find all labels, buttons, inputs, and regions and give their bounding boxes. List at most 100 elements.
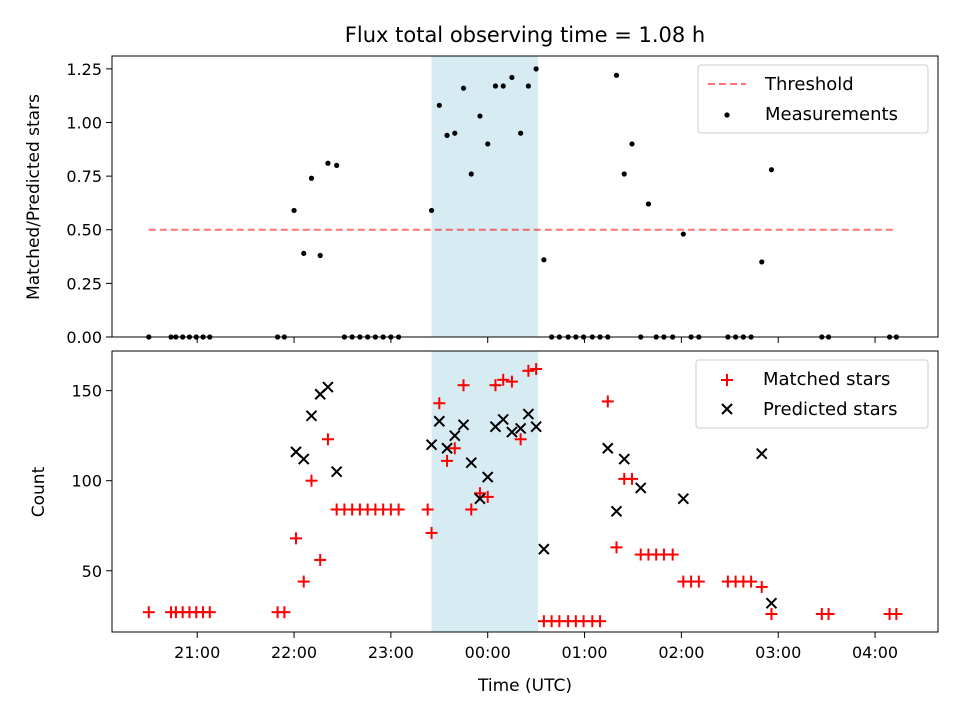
- chart-title: Flux total observing time = 1.08 h: [345, 23, 705, 47]
- predicted-point: [322, 381, 334, 393]
- matched-point: [692, 575, 705, 588]
- x-tick-label: 02:00: [658, 643, 704, 662]
- matched-point: [457, 379, 470, 392]
- predicted-point: [602, 442, 614, 454]
- count-axes-frame: [111, 350, 939, 633]
- matched-point: [822, 607, 835, 620]
- count-y-axis-label: Count: [29, 466, 49, 517]
- x-tick-label: 03:00: [755, 643, 801, 662]
- ratio-legend: Threshold Measurements: [697, 64, 929, 134]
- x-tick-label: 23:00: [368, 643, 414, 662]
- measurement-point: [759, 259, 765, 265]
- y-tick-label: 150: [71, 382, 102, 401]
- count-marks: [142, 363, 903, 628]
- measurement-point: [629, 141, 635, 147]
- matched-point: [489, 379, 502, 392]
- measurement-point: [613, 72, 620, 78]
- matched-point: [626, 472, 639, 485]
- matched-point: [321, 433, 334, 446]
- matched-point: [890, 607, 903, 620]
- predicted-point: [530, 420, 542, 433]
- ratio-axes-frame: [111, 55, 939, 338]
- y-tick-label: 0.50: [66, 221, 102, 240]
- matched-point: [448, 442, 461, 455]
- predicted-point: [756, 447, 768, 460]
- matched-point: [497, 373, 510, 386]
- measurement-point: [500, 83, 506, 89]
- predicted-point: [433, 415, 446, 427]
- measurement-point: [645, 201, 652, 207]
- count-x-ticks: 21:00 22:00 23:00 00:00 01:00 02:00 03:00 04:00: [174, 632, 898, 662]
- matched-point: [745, 575, 758, 588]
- measurement-point: [477, 113, 483, 119]
- matched-point: [601, 395, 614, 408]
- matched-point: [289, 532, 302, 545]
- y-tick-label: 100: [71, 472, 102, 491]
- measurement-point: [460, 85, 467, 91]
- matched-legend-swatch: [721, 374, 733, 386]
- matched-point: [505, 375, 518, 388]
- count-panel: 50 100 150 21:00 22:00 23:00 00:00 01:00 02:00 0…: [29, 350, 939, 696]
- measurement-point: [768, 167, 775, 173]
- matched-point: [610, 541, 623, 554]
- matched-point: [392, 503, 405, 516]
- matched-point: [522, 364, 535, 377]
- matched-point: [421, 503, 434, 516]
- measurement-point: [492, 83, 499, 89]
- measurement-point: [525, 83, 531, 89]
- measurement-point: [301, 250, 307, 256]
- y-tick-label: 1.00: [66, 113, 102, 132]
- count-legend-box: [695, 359, 929, 429]
- predicted-point: [457, 419, 470, 431]
- highlight-span-top: [431, 56, 539, 337]
- matched-point: [142, 606, 155, 619]
- count-y-ticks: 50 100 150: [71, 382, 112, 581]
- matched-point: [755, 580, 768, 593]
- measurement-point: [308, 175, 315, 181]
- matched-point: [441, 454, 454, 467]
- matched-point: [425, 526, 438, 539]
- measurement-point: [317, 252, 323, 259]
- count-legend: Matched stars Predicted stars: [695, 359, 929, 429]
- measurement-point: [334, 162, 340, 168]
- matched-point: [465, 503, 478, 516]
- matched-point: [666, 548, 679, 561]
- ratio-y-ticks: 0.00 0.25 0.50 0.75 1.00 1.25: [66, 60, 112, 347]
- y-tick-label: 50: [82, 562, 102, 581]
- matched-point: [305, 474, 318, 487]
- predicted-point: [538, 543, 550, 555]
- predicted-point: [610, 505, 623, 518]
- y-tick-label: 0.00: [66, 328, 102, 347]
- measurement-point: [325, 160, 331, 166]
- highlight-span-bottom: [431, 351, 539, 632]
- matched-point: [314, 553, 327, 566]
- predicted-point: [522, 408, 535, 420]
- predicted-point: [474, 492, 486, 505]
- predicted-point: [305, 410, 318, 422]
- matched-point: [481, 490, 494, 503]
- x-tick-label: 01:00: [561, 643, 607, 662]
- predicted-point: [514, 422, 527, 435]
- x-tick-label: 04:00: [852, 643, 898, 662]
- measurement-point: [518, 130, 524, 136]
- measurement-point: [485, 141, 491, 147]
- predicted-point: [449, 429, 461, 442]
- x-tick-label: 21:00: [174, 643, 220, 662]
- predicted-point: [465, 456, 477, 469]
- matched-point: [514, 433, 527, 446]
- predicted-point: [441, 442, 453, 454]
- measurement-point: [291, 207, 297, 214]
- measurements-legend-swatch: [724, 112, 730, 118]
- predicted-point: [635, 482, 647, 494]
- legend-predicted-label: Predicted stars: [763, 399, 897, 420]
- ratio-x-ticks: [196, 337, 876, 343]
- matched-point: [433, 397, 446, 410]
- measurement-point: [444, 132, 450, 138]
- y-tick-label: 0.75: [66, 167, 102, 186]
- matched-point: [278, 606, 291, 619]
- legend-threshold-label: Threshold: [764, 74, 854, 95]
- measurement-point: [468, 171, 474, 177]
- matched-point: [203, 606, 216, 619]
- ratio-legend-box: [697, 64, 929, 134]
